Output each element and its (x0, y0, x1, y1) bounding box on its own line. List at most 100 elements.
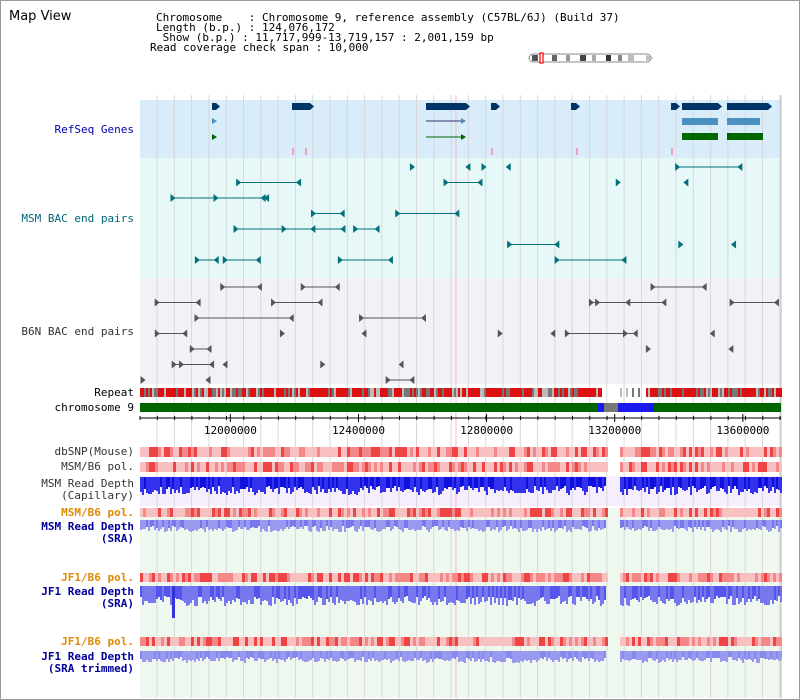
heat-cell (575, 508, 578, 517)
depth-bar (738, 651, 740, 658)
heat-cell (263, 462, 266, 472)
depth-bar (562, 651, 564, 659)
heat-cell (338, 447, 341, 457)
heat-cell (641, 637, 644, 646)
depth-bar (378, 520, 380, 532)
msm-bac-end (339, 209, 345, 218)
heat-cell (473, 637, 476, 646)
heat-cell (155, 573, 158, 582)
depth-bar (178, 520, 180, 529)
repeat-block (390, 388, 392, 397)
depth-bar (350, 520, 352, 527)
track-label-refseq[interactable]: RefSeq Genes (54, 123, 134, 136)
repeat-block (242, 388, 244, 397)
heat-cell (356, 462, 359, 472)
heat-cell (776, 508, 779, 517)
track-label-b6n-bac[interactable]: B6N BAC end pairs (21, 325, 134, 338)
depth-bar (536, 586, 538, 601)
heat-cell (569, 447, 572, 457)
heat-cell (770, 637, 773, 646)
heat-cell (437, 573, 440, 582)
depth-bar (230, 586, 232, 604)
depth-bar (466, 651, 468, 658)
depth-bar (750, 586, 752, 602)
heat-cell (266, 447, 269, 457)
heat-cell (269, 508, 272, 517)
heat-cell (242, 573, 245, 582)
page-title: Map View (9, 9, 72, 24)
heat-cell (464, 573, 467, 582)
heat-cell (719, 573, 722, 582)
depth-bar (628, 651, 630, 661)
depth-bar (382, 477, 384, 492)
heat-cell (497, 447, 500, 457)
heat-cell (458, 637, 461, 646)
heat-cell (761, 637, 764, 646)
depth-bar (654, 651, 656, 661)
depth-bar (598, 477, 600, 487)
heat-cell (392, 637, 395, 646)
track-label-msm-bac[interactable]: MSM BAC end pairs (21, 212, 134, 225)
depth-bar (294, 651, 296, 658)
repeat-block (428, 388, 430, 397)
depth-bar (572, 520, 574, 527)
heat-cell (545, 462, 548, 472)
depth-bar (518, 586, 520, 598)
depth-bar (692, 651, 694, 661)
repeat-block (456, 388, 458, 397)
depth-bar (264, 477, 266, 494)
depth-bar (692, 586, 694, 602)
depth-bar (578, 520, 580, 529)
depth-bar (580, 586, 582, 601)
repeat-block (392, 388, 394, 397)
heat-cell (731, 462, 734, 472)
chromosome-ideogram[interactable] (528, 52, 656, 64)
heat-cell (248, 637, 251, 646)
heat-cell (320, 573, 323, 582)
heat-cell (653, 508, 656, 517)
depth-bar (378, 586, 380, 602)
header-coverage: Read coverage check span : 10,000 (150, 41, 369, 54)
heat-cell (632, 637, 635, 646)
depth-bar (244, 651, 246, 663)
depth-bar (448, 520, 450, 527)
depth-bar (286, 520, 288, 527)
depth-bar (140, 477, 142, 492)
depth-bar (258, 520, 260, 526)
depth-bar (324, 586, 326, 605)
heat-cell (299, 508, 302, 517)
repeat-block (690, 388, 692, 397)
depth-bar (218, 520, 220, 528)
depth-bar (726, 651, 728, 662)
repeat-block (734, 388, 736, 397)
heat-cell (368, 447, 371, 457)
b6n-bac-end (701, 283, 707, 291)
depth-bar (222, 586, 224, 597)
heat-cell (515, 573, 518, 582)
depth-bar (176, 520, 178, 531)
heat-cell (680, 447, 683, 457)
heat-cell (749, 508, 752, 517)
heat-cell (578, 447, 581, 457)
heat-cell (488, 447, 491, 457)
heat-cell (338, 462, 341, 472)
heat-cell (737, 637, 740, 646)
track-label-msm-b6-pol-2: MSM/B6 pol. (61, 506, 134, 519)
heat-cell (356, 508, 359, 517)
heat-cell (560, 462, 563, 472)
depth-bar (594, 586, 596, 602)
depth-bar (622, 586, 624, 606)
heat-cell (170, 447, 173, 457)
depth-bar (752, 651, 754, 662)
depth-bar (174, 477, 176, 493)
heat-cell (512, 573, 515, 582)
depth-bar (328, 520, 330, 530)
depth-bar (336, 651, 338, 662)
depth-bar (402, 477, 404, 492)
heat-cell (629, 508, 632, 517)
heat-cell (695, 447, 698, 457)
depth-bar (344, 651, 346, 661)
heat-cell (407, 637, 410, 646)
depth-bar (432, 586, 434, 605)
